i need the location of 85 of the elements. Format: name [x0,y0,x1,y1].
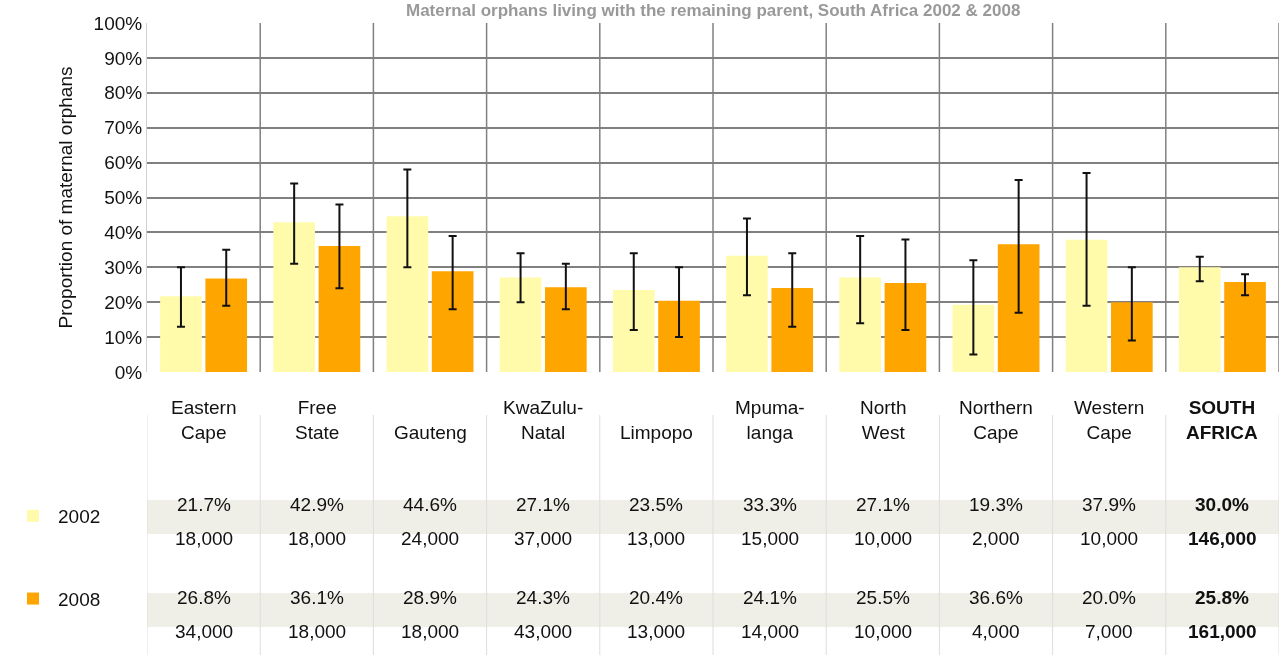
y-tick-label: 70% [104,117,143,139]
x-tick-label: Mpuma- langa [735,397,805,443]
bar [431,271,474,372]
x-tick-label: KwaZulu- Natal [503,397,584,443]
text: 13,000 [627,528,686,549]
bar [658,300,700,372]
y-tick-label: 80% [104,82,143,104]
y-tick-label: 30% [104,256,143,278]
bar [386,216,429,372]
bar [726,255,768,372]
x-tick-label: Gauteng [394,422,467,443]
y-tick-label: 100% [93,12,143,34]
bar [1224,281,1266,372]
text: 24,000 [401,528,460,549]
data-label: 26.8% [177,587,231,608]
data-label: 42.9% [290,494,344,515]
data-label: 24.1% [743,587,797,608]
data-label: 28.9% [403,587,457,608]
bar [612,289,655,372]
data-label: 21.7% [177,494,231,515]
y-tick-label: 90% [104,47,143,69]
data-label: 37.9% [1082,494,1136,515]
text: 34,000 [175,621,234,642]
bar [273,222,315,372]
bar [1178,267,1221,372]
y-tick-label: 60% [104,152,143,174]
text: 18,000 [401,621,460,642]
x-tick-label: Eastern Cape [171,397,237,443]
text: 4,000 [972,621,1020,642]
x-tick-label: North West [860,397,907,443]
data-label: 19.3% [969,494,1023,515]
text: 10,000 [1080,528,1139,549]
y-tick-label: 10% [104,326,143,348]
x-tick-label: Western Cape [1074,397,1145,443]
y-axis-title: Proportion of maternal orphans [55,66,77,329]
data-label: 20.0% [1082,587,1136,608]
data-label: 27.1% [856,494,910,515]
text: 14,000 [741,621,800,642]
text: 7,000 [1085,621,1133,642]
x-tick-label: SOUTH AFRICA [1186,397,1259,443]
text: 43,000 [514,621,573,642]
text: 18,000 [288,528,347,549]
text: 2,000 [972,528,1020,549]
bar [1111,302,1153,372]
y-tick-label: 50% [104,187,143,209]
bar [499,277,542,372]
data-label: 36.1% [290,587,344,608]
text: 13,000 [627,621,686,642]
bar [545,287,587,372]
text: 10,000 [854,528,913,549]
x-tick-label: Northern Cape [959,397,1033,443]
text: 10,000 [854,621,913,642]
y-tick-label: 0% [114,361,143,383]
data-label: 25.8% [1195,587,1249,608]
data-label: 25.5% [856,587,910,608]
text: 18,000 [175,528,234,549]
bar [884,283,927,372]
bar [839,277,881,372]
x-tick-label: Free State [295,397,340,443]
data-label: 23.5% [629,494,683,515]
y-tick-label: 40% [104,222,143,244]
legend-label: 2002 [58,506,101,528]
data-label: 27.1% [516,494,570,515]
bar [771,287,814,372]
bar [318,246,361,372]
data-label: 30.0% [1195,494,1249,515]
text: 146,000 [1188,528,1257,549]
text: 15,000 [741,528,800,549]
text: 37,000 [514,528,573,549]
data-label: 44.6% [403,494,457,515]
data-label: 33.3% [743,494,797,515]
bar [952,304,995,372]
bar [997,244,1040,372]
bar [1065,239,1108,372]
bar [205,278,248,372]
data-label: 36.6% [969,587,1023,608]
y-tick-label: 20% [104,291,143,313]
bar [160,296,202,372]
text: 161,000 [1188,621,1257,642]
legend-label: 2008 [58,588,101,610]
x-tick-label: Limpopo [620,422,693,443]
data-label: 20.4% [629,587,683,608]
chart-title: Maternal orphans living with the remaining parent, South Africa 2002 & 2008 [406,1,1021,20]
data-label: 24.3% [516,587,570,608]
text: 18,000 [288,621,347,642]
